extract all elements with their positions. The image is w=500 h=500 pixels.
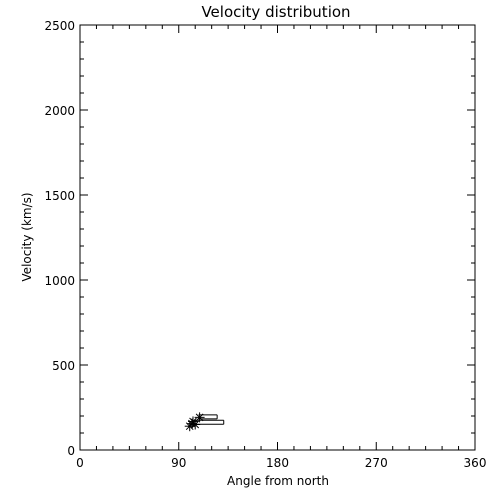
asterisk-stroke xyxy=(191,420,200,429)
data-marks xyxy=(184,412,225,432)
tick-labels: 0 90 180 270 360 0 500 1000 1500 2000 2500 xyxy=(44,19,486,470)
data-point-asterisk xyxy=(194,412,205,423)
y-tick-label: 1500 xyxy=(44,189,75,203)
x-tick-label: 90 xyxy=(171,456,186,470)
x-tick-label: 180 xyxy=(266,456,289,470)
y-tick-label: 2000 xyxy=(44,104,75,118)
x-tick-label: 0 xyxy=(76,456,84,470)
x-tick-label: 270 xyxy=(365,456,388,470)
y-axis-label: Velocity (km/s) xyxy=(20,192,34,281)
data-point-asterisk xyxy=(190,419,201,430)
asterisk-stroke xyxy=(189,417,197,426)
chart-title: Velocity distribution xyxy=(201,3,350,21)
asterisk-stroke xyxy=(195,413,204,422)
x-axis-label: Angle from north xyxy=(227,474,329,488)
y-tick-label: 2500 xyxy=(44,19,75,33)
y-tick-label: 0 xyxy=(67,444,75,458)
axis-ticks xyxy=(79,24,476,451)
y-tick-label: 500 xyxy=(52,359,75,373)
x-tick-label: 360 xyxy=(464,456,487,470)
y-tick-label: 1000 xyxy=(44,274,75,288)
